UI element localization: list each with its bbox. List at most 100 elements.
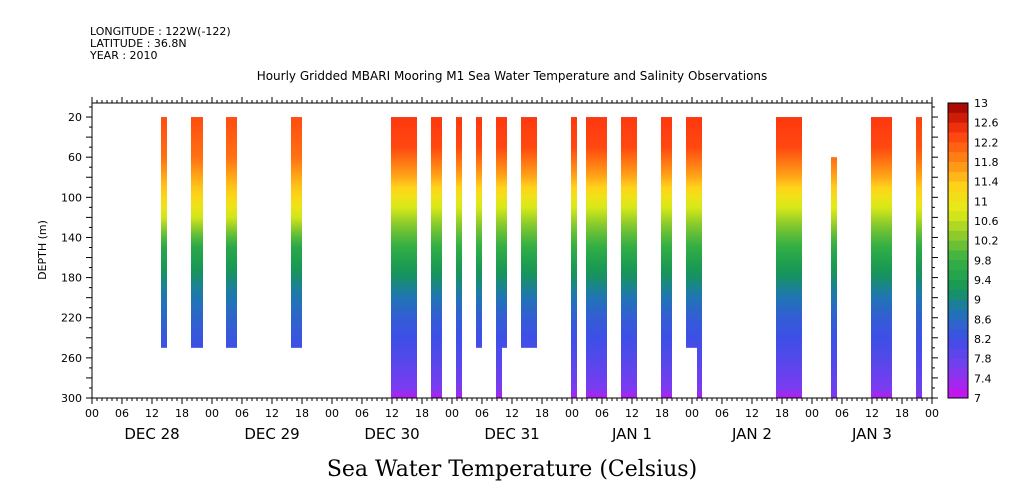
profile-segment xyxy=(831,157,837,398)
x-tick-label: 00 xyxy=(925,407,939,420)
profile-segment xyxy=(916,117,922,399)
x-tick-label: 18 xyxy=(535,407,549,420)
x-tick-label: 00 xyxy=(565,407,579,420)
x-tick-label: 06 xyxy=(595,407,609,420)
day-label: JAN 3 xyxy=(851,425,892,443)
y-axis-label: DEPTH (m) xyxy=(36,220,49,280)
colorbar-label: 10.2 xyxy=(974,235,999,248)
day-label: JAN 2 xyxy=(731,425,772,443)
x-axis: 00 06 12 18 00 06 12 18 00 06 12 18 00 06 12 18 00 06 12 18… xyxy=(85,97,939,443)
colorbar-cell xyxy=(948,112,968,124)
colorbar-label: 7.8 xyxy=(974,353,992,366)
colorbar-cell xyxy=(948,230,968,242)
colorbar-cell xyxy=(948,348,968,360)
profile-segment xyxy=(226,117,237,348)
colorbar-cell xyxy=(948,221,968,232)
colorbar-cell xyxy=(948,122,968,133)
x-tick-label: 12 xyxy=(865,407,879,420)
colorbar-cell xyxy=(948,329,968,340)
day-label: DEC 29 xyxy=(244,425,299,443)
colorbar-cell xyxy=(948,309,968,320)
location-metadata: LONGITUDE : 122W(-122) LATITUDE : 36.8N … xyxy=(89,25,231,62)
colorbar-label: 7.4 xyxy=(974,372,992,385)
profile-segment xyxy=(391,117,417,399)
x-tick-label: 00 xyxy=(85,407,99,420)
profile-segment xyxy=(621,117,637,399)
colorbar-cell xyxy=(948,358,968,369)
colorbar-label: 8.2 xyxy=(974,333,992,346)
caption: Sea Water Temperature (Celsius) xyxy=(327,457,697,482)
x-tick-label: 00 xyxy=(805,407,819,420)
x-tick-label: 18 xyxy=(775,407,789,420)
colorbar-label: 11.4 xyxy=(974,176,999,189)
x-tick-label: 06 xyxy=(355,407,369,420)
colorbar-cell xyxy=(948,280,968,291)
profile-segment xyxy=(456,117,462,399)
x-tick-label: 18 xyxy=(895,407,909,420)
profile-segment xyxy=(431,117,442,399)
y-tick-label: 140 xyxy=(61,231,82,244)
colorbar-label: 7 xyxy=(974,392,981,405)
y-tick-label: 180 xyxy=(61,272,82,285)
x-tick-label: 06 xyxy=(715,407,729,420)
profile-segment xyxy=(776,117,802,399)
colorbar-cell xyxy=(948,339,968,350)
x-tick-label: 18 xyxy=(175,407,189,420)
day-label: DEC 30 xyxy=(364,425,419,443)
colorbar-cell xyxy=(948,319,968,330)
plot-area xyxy=(91,102,933,399)
latitude-label: LATITUDE : 36.8N xyxy=(90,37,187,50)
x-tick-label: 06 xyxy=(115,407,129,420)
colorbar-cell xyxy=(948,152,968,163)
colorbar-label: 9.8 xyxy=(974,254,992,267)
colorbar-cell xyxy=(948,270,968,281)
colorbar-label: 12.6 xyxy=(974,117,999,130)
profile-segment xyxy=(521,117,537,348)
y-tick-label: 60 xyxy=(68,151,82,164)
day-label: DEC 31 xyxy=(484,425,539,443)
profile-segment xyxy=(291,117,302,348)
profile-segment xyxy=(871,117,892,399)
profile-segment xyxy=(697,117,702,399)
plot-frame xyxy=(91,102,933,399)
colorbar-label: 12.2 xyxy=(974,136,999,149)
colorbar-label: 11.8 xyxy=(974,156,999,169)
colorbar-label: 13 xyxy=(974,97,988,110)
x-tick-label: 00 xyxy=(325,407,339,420)
colorbar-cell xyxy=(948,142,968,153)
profile-segment xyxy=(502,117,507,348)
day-label: DEC 28 xyxy=(124,425,179,443)
colorbar: 13 12.6 12.2 11.8 11.4 11 10.6 10.2 9.8 9.4 9 8.6 8.… xyxy=(947,97,999,405)
colorbar-cell xyxy=(948,132,968,143)
colorbar-label: 10.6 xyxy=(974,215,999,228)
colorbar-label: 8.6 xyxy=(974,313,992,326)
y-tick-label: 300 xyxy=(61,392,82,405)
profile-segment xyxy=(476,117,482,348)
chart-title: Hourly Gridded MBARI Mooring M1 Sea Wate… xyxy=(257,69,768,83)
colorbar-frame xyxy=(947,102,969,399)
y-tick-label: 100 xyxy=(61,191,82,204)
x-tick-label: 00 xyxy=(445,407,459,420)
profile-segment xyxy=(586,117,607,399)
x-tick-label: 12 xyxy=(385,407,399,420)
colorbar-cell xyxy=(948,240,968,251)
y-tick-label: 220 xyxy=(61,312,82,325)
colorbar-label: 9 xyxy=(974,294,981,307)
colorbar-cell xyxy=(948,250,968,261)
x-tick-label: 12 xyxy=(625,407,639,420)
colorbar-label: 11 xyxy=(974,195,988,208)
x-tick-label: 12 xyxy=(505,407,519,420)
x-tick-label: 18 xyxy=(655,407,669,420)
day-label: JAN 1 xyxy=(611,425,652,443)
colorbar-cell xyxy=(948,171,968,183)
x-tick-label: 12 xyxy=(265,407,279,420)
y-tick-label: 20 xyxy=(68,111,82,124)
colorbar-cell xyxy=(948,260,968,271)
x-tick-label: 06 xyxy=(835,407,849,420)
x-tick-label: 18 xyxy=(295,407,309,420)
colorbar-cell xyxy=(948,289,968,301)
x-tick-label: 12 xyxy=(745,407,759,420)
x-tick-label: 00 xyxy=(205,407,219,420)
colorbar-cell xyxy=(948,201,968,212)
